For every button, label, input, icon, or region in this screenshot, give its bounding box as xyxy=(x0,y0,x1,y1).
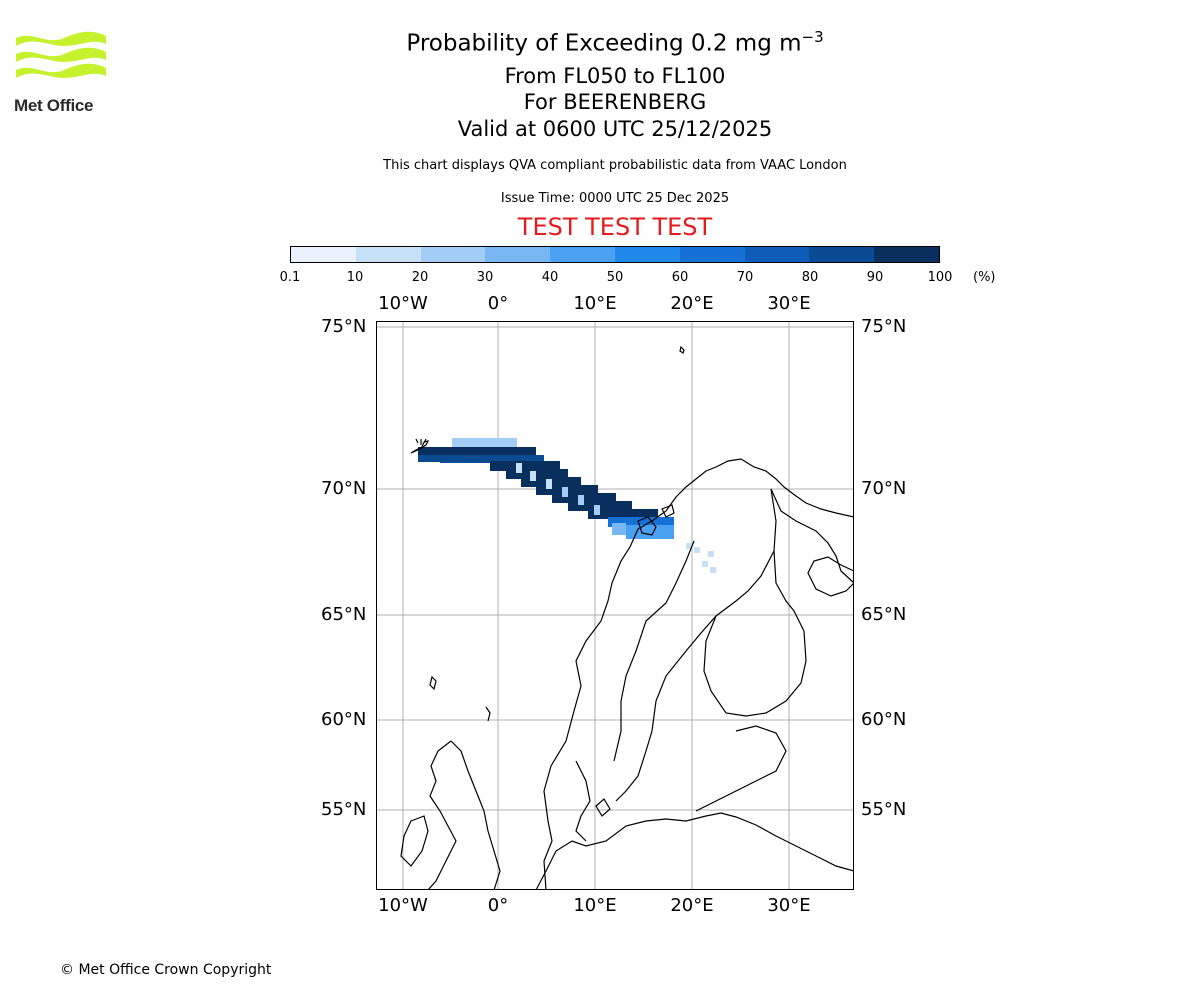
lat-label-left: 55°N xyxy=(321,799,367,820)
met-office-logo: Met Office xyxy=(14,30,108,115)
map-background xyxy=(376,321,854,890)
colorbar-segment xyxy=(614,247,680,262)
jan-mayen-island xyxy=(410,440,430,454)
chart-title: Probability of Exceeding 0.2 mg m−3 xyxy=(0,28,1200,57)
colorbar-tick-label: 100 xyxy=(927,270,953,285)
map-frame xyxy=(376,321,854,890)
lon-label-top: 0° xyxy=(487,293,509,314)
lon-label-bottom: 20°E xyxy=(670,895,714,916)
copyright-text: © Met Office Crown Copyright xyxy=(60,962,272,978)
colorbar-segment xyxy=(291,247,356,262)
colorbar-segment xyxy=(485,247,551,262)
colorbar-segment xyxy=(550,247,615,262)
lon-label-top: 10°W xyxy=(378,293,428,314)
lon-label-bottom: 0° xyxy=(487,895,509,916)
colorbar-unit: (%) xyxy=(973,270,996,285)
lat-label-left: 65°N xyxy=(321,604,367,625)
ash-plume xyxy=(418,438,716,573)
test-banner: TEST TEST TEST xyxy=(517,213,713,241)
colorbar-tick-label: 60 xyxy=(671,270,689,285)
probability-colorbar xyxy=(290,246,940,263)
lat-label-left: 70°N xyxy=(321,478,367,499)
colorbar-tick-label: 50 xyxy=(606,270,624,285)
lat-label-left: 60°N xyxy=(321,709,367,730)
colorbar-tick-label: 20 xyxy=(411,270,429,285)
lat-label-right: 75°N xyxy=(861,316,907,337)
colorbar-segment xyxy=(874,247,939,262)
title-text: Probability of Exceeding 0.2 mg m xyxy=(406,30,802,57)
colorbar-segment xyxy=(809,247,875,262)
lat-label-right: 70°N xyxy=(861,478,907,499)
lat-label-right: 60°N xyxy=(861,709,907,730)
lon-label-bottom: 10°W xyxy=(378,895,428,916)
colorbar-tick-label: 10 xyxy=(346,270,364,285)
lon-label-bottom: 30°E xyxy=(767,895,811,916)
lat-label-left: 75°N xyxy=(321,316,367,337)
title-exponent: −3 xyxy=(801,28,824,46)
colorbar-segment xyxy=(679,247,745,262)
map-panel xyxy=(376,321,854,890)
colorbar-segment xyxy=(744,247,810,262)
colorbar-segment xyxy=(355,247,421,262)
colorbar-tick-label: 30 xyxy=(476,270,494,285)
valid-time: Valid at 0600 UTC 25/12/2025 xyxy=(457,117,773,141)
colorbar-segment xyxy=(420,247,486,262)
lat-label-right: 65°N xyxy=(861,604,907,625)
colorbar-tick-label: 40 xyxy=(541,270,559,285)
colorbar-tick-label: 90 xyxy=(866,270,884,285)
lon-label-top: 20°E xyxy=(670,293,714,314)
colorbar-tick-label: 80 xyxy=(801,270,819,285)
wave-logo-icon xyxy=(16,31,106,78)
volcano-name: For BEERENBERG xyxy=(523,90,707,114)
coastlines xyxy=(400,345,854,890)
lat-label-right: 55°N xyxy=(861,799,907,820)
disclaimer-text: This chart displays QVA compliant probab… xyxy=(383,158,847,173)
logo-text: Met Office xyxy=(14,96,94,115)
lon-label-top: 30°E xyxy=(767,293,811,314)
lon-label-top: 10°E xyxy=(573,293,617,314)
lon-label-bottom: 10°E xyxy=(573,895,617,916)
issue-time: Issue Time: 0000 UTC 25 Dec 2025 xyxy=(500,191,730,206)
colorbar-tick-label: 0.1 xyxy=(279,270,301,285)
colorbar-tick-label: 70 xyxy=(736,270,754,285)
flight-levels: From FL050 to FL100 xyxy=(504,64,726,88)
